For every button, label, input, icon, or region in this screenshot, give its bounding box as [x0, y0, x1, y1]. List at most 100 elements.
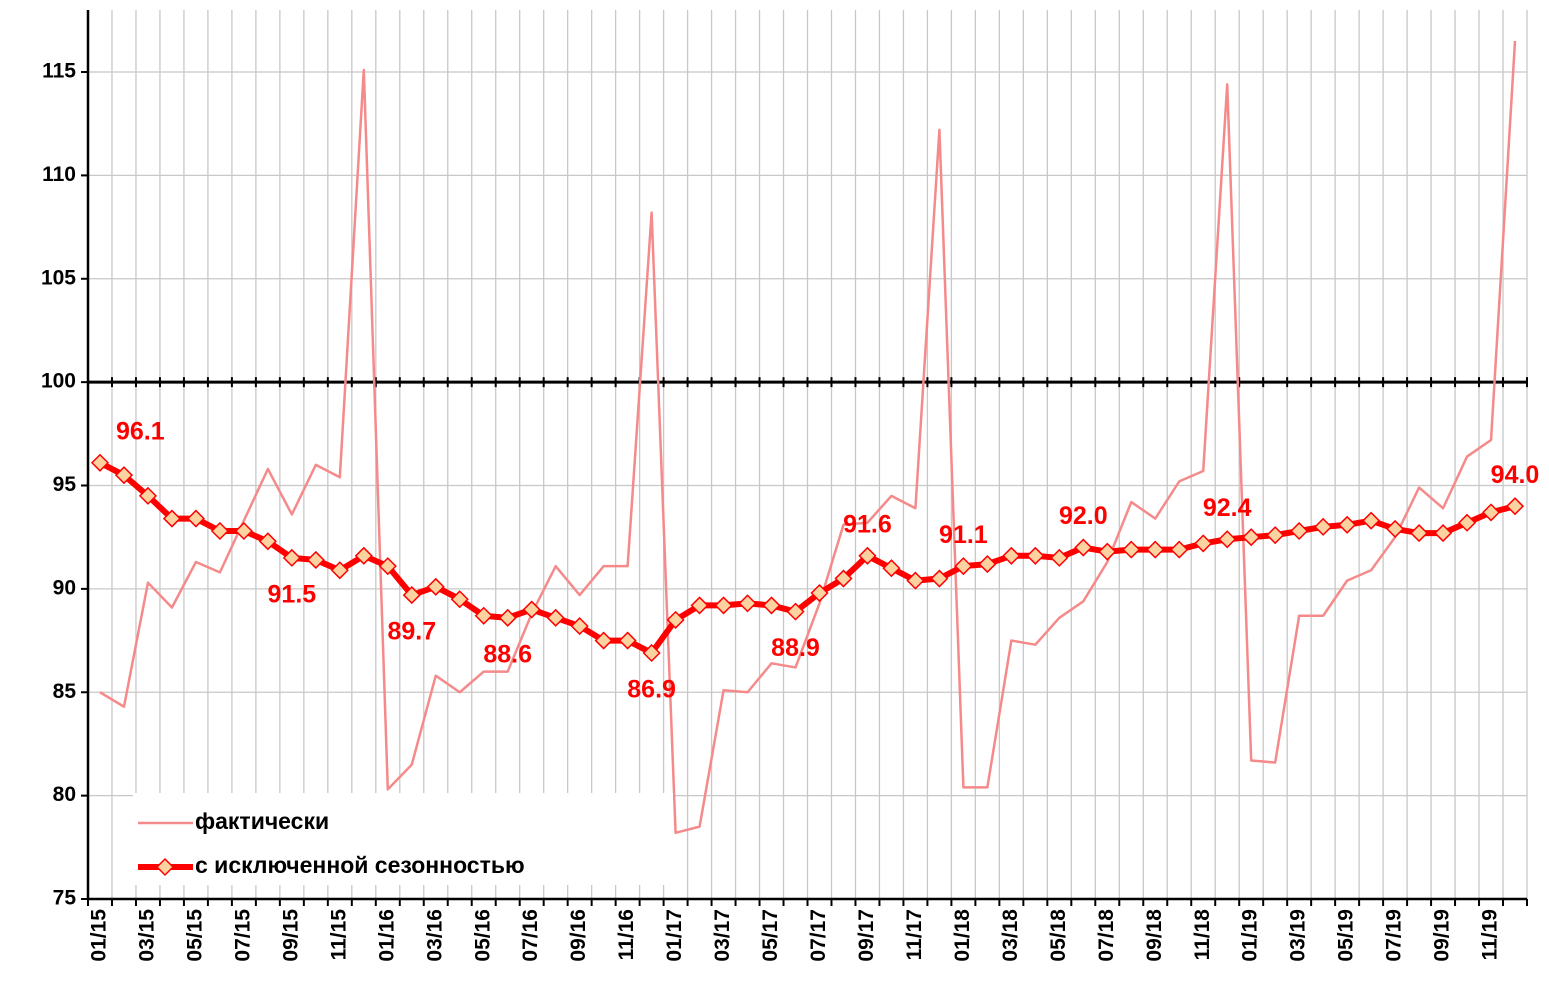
data-label: 88.6 — [483, 640, 532, 668]
marker — [186, 509, 205, 528]
x-tick-label: 01/16 — [375, 909, 398, 962]
y-tick-label: 110 — [42, 163, 76, 186]
data-label: 91.5 — [268, 580, 317, 608]
marker — [1146, 540, 1165, 559]
legend-marker — [155, 857, 175, 877]
marker — [978, 555, 997, 574]
x-tick-label: 05/16 — [471, 909, 494, 962]
marker — [450, 590, 469, 609]
legend: фактически с исключенной сезонностью — [133, 793, 673, 885]
x-tick-label: 05/18 — [1047, 909, 1070, 962]
x-tick-label: 01/15 — [88, 909, 111, 962]
marker — [162, 509, 182, 528]
marker — [906, 571, 925, 590]
marker — [306, 550, 325, 570]
marker — [1362, 511, 1381, 530]
marker — [1218, 530, 1237, 549]
x-tick-label: 03/18 — [999, 909, 1022, 962]
marker — [114, 466, 134, 485]
marker — [402, 586, 421, 605]
x-tick-label: 11/16 — [615, 909, 638, 960]
marker — [1170, 540, 1189, 559]
marker — [810, 583, 829, 603]
y-tick-label: 75 — [53, 887, 77, 910]
x-tick-label: 05/15 — [183, 909, 206, 962]
marker — [930, 569, 949, 588]
marker — [858, 546, 877, 565]
y-tick-label: 80 — [53, 783, 76, 806]
marker — [642, 643, 661, 663]
marker — [786, 602, 805, 621]
x-tick-label: 03/19 — [1287, 909, 1310, 962]
marker — [354, 546, 373, 565]
marker — [618, 631, 637, 650]
x-tick-label: 07/17 — [807, 909, 830, 962]
marker — [882, 559, 901, 578]
x-tick-label: 05/19 — [1335, 909, 1358, 962]
data-label: 86.9 — [627, 676, 676, 704]
x-tick-label: 05/17 — [759, 909, 782, 962]
y-tick-label: 95 — [53, 473, 77, 496]
data-label: 92.0 — [1059, 502, 1108, 530]
marker — [1505, 497, 1525, 516]
x-tick-label: 03/17 — [711, 909, 734, 962]
data-label: 91.6 — [843, 510, 892, 538]
marker — [378, 557, 397, 576]
data-label: 92.4 — [1203, 494, 1252, 522]
legend-label: с исключенной сезонностью — [195, 852, 525, 878]
marker — [1026, 546, 1045, 565]
marker — [1050, 548, 1069, 567]
marker — [426, 577, 445, 596]
marker — [1074, 538, 1093, 557]
x-tick-label: 07/15 — [231, 909, 254, 962]
marker — [258, 532, 277, 551]
marker — [546, 608, 565, 627]
x-tick-label: 07/18 — [1095, 909, 1118, 962]
x-tick-label: 09/18 — [1143, 909, 1166, 962]
x-tick-label: 07/19 — [1383, 909, 1406, 962]
x-tick-label: 09/17 — [855, 909, 878, 962]
y-tick-label: 115 — [42, 60, 76, 83]
marker — [570, 617, 589, 636]
marker — [594, 631, 613, 650]
marker — [1002, 546, 1021, 565]
data-label: 96.1 — [116, 417, 165, 445]
x-tick-label: 03/16 — [423, 909, 446, 962]
x-tick-label: 09/15 — [279, 909, 302, 962]
data-label: 88.9 — [771, 634, 820, 662]
x-tick-label: 09/16 — [567, 909, 590, 962]
x-tick-label: 01/18 — [951, 909, 974, 962]
marker — [666, 610, 685, 629]
marker — [762, 596, 781, 615]
marker — [1386, 519, 1405, 538]
marker — [1242, 528, 1261, 547]
x-tick-label: 01/19 — [1239, 909, 1262, 962]
y-tick-label: 100 — [41, 370, 76, 393]
marker — [714, 596, 733, 615]
x-tick-label: 11/19 — [1479, 909, 1502, 960]
marker — [1338, 515, 1357, 534]
marker — [498, 608, 517, 627]
marker — [90, 453, 110, 472]
x-tick-label: 11/15 — [327, 909, 350, 961]
x-tick-label: 09/19 — [1431, 909, 1454, 962]
y-tick-label: 90 — [53, 576, 76, 599]
x-tick-label: 03/15 — [136, 909, 159, 962]
data-label: 89.7 — [387, 618, 436, 646]
marker — [690, 596, 709, 615]
x-tick-label: 11/18 — [1191, 909, 1214, 961]
marker — [1194, 534, 1213, 553]
marker — [234, 521, 253, 541]
marker — [738, 594, 757, 613]
marker — [834, 569, 853, 588]
marker — [1290, 521, 1309, 541]
legend-label: фактически — [195, 808, 329, 834]
marker — [1098, 542, 1117, 561]
series-line — [99, 40, 1517, 835]
marker — [1266, 526, 1285, 545]
legend-box — [133, 793, 673, 885]
x-tick-label: 11/17 — [903, 909, 926, 960]
y-tick-label: 85 — [53, 680, 77, 703]
data-label: 94.0 — [1491, 461, 1540, 489]
